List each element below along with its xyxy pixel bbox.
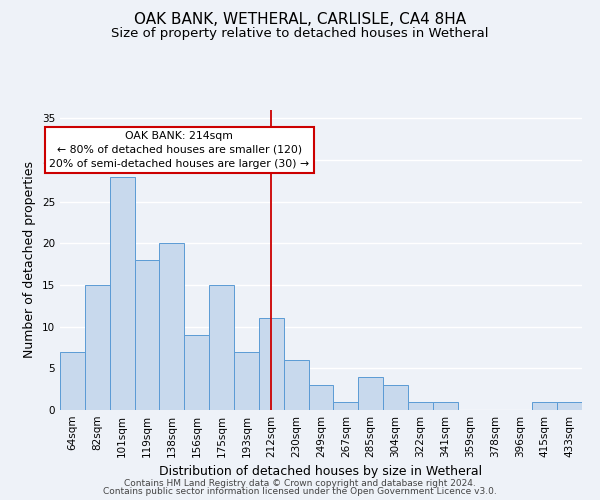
Bar <box>259 318 284 410</box>
Y-axis label: Number of detached properties: Number of detached properties <box>23 162 37 358</box>
Text: OAK BANK: 214sqm
← 80% of detached houses are smaller (120)
20% of semi-detached: OAK BANK: 214sqm ← 80% of detached house… <box>49 131 310 169</box>
Text: Contains public sector information licensed under the Open Government Licence v3: Contains public sector information licen… <box>103 487 497 496</box>
Bar <box>532 402 557 410</box>
Bar <box>160 244 184 410</box>
Bar <box>234 352 259 410</box>
Text: Contains HM Land Registry data © Crown copyright and database right 2024.: Contains HM Land Registry data © Crown c… <box>124 478 476 488</box>
Text: Size of property relative to detached houses in Wetheral: Size of property relative to detached ho… <box>111 28 489 40</box>
Bar <box>134 260 160 410</box>
Bar <box>408 402 433 410</box>
Text: OAK BANK, WETHERAL, CARLISLE, CA4 8HA: OAK BANK, WETHERAL, CARLISLE, CA4 8HA <box>134 12 466 28</box>
Bar <box>358 376 383 410</box>
Bar <box>209 285 234 410</box>
X-axis label: Distribution of detached houses by size in Wetheral: Distribution of detached houses by size … <box>160 466 482 478</box>
Bar <box>334 402 358 410</box>
Bar <box>110 176 134 410</box>
Bar <box>60 352 85 410</box>
Bar <box>383 385 408 410</box>
Bar <box>557 402 582 410</box>
Bar <box>184 335 209 410</box>
Bar <box>308 385 334 410</box>
Bar <box>284 360 308 410</box>
Bar <box>85 285 110 410</box>
Bar <box>433 402 458 410</box>
